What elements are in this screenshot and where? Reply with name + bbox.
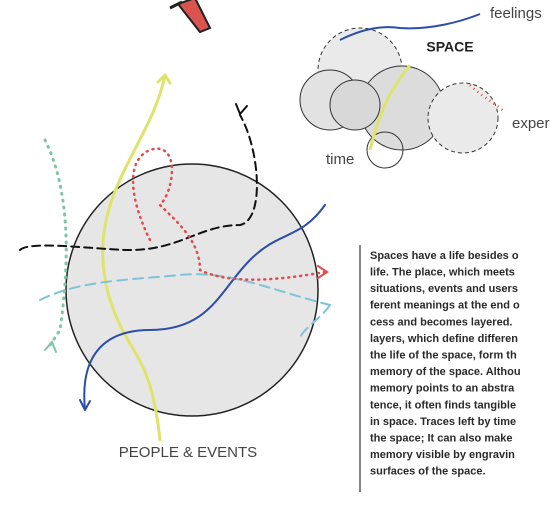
- paragraph-line: life. The place, which meets: [370, 267, 515, 279]
- page: PEOPLE & EVENTS feelings SPACE exper tim…: [0, 0, 559, 506]
- paragraph-line: ferent meanings at the end o: [370, 300, 520, 312]
- space-diagram: [300, 14, 505, 168]
- paragraph-line: memory of the space. Althou: [370, 366, 521, 378]
- pen-icon: [170, 0, 210, 32]
- time-label: time: [326, 151, 354, 168]
- people-events-label: PEOPLE & EVENTS: [119, 444, 257, 461]
- paragraph-line: memory visible by engravin: [370, 449, 515, 461]
- paragraph-line: surfaces of the space.: [370, 466, 486, 478]
- paragraph-line: the space; It can also make: [370, 433, 512, 445]
- paragraph-line: memory points to an abstra: [370, 383, 515, 395]
- diagram: PEOPLE & EVENTS feelings SPACE exper tim…: [0, 0, 559, 506]
- space-label: SPACE: [426, 39, 473, 55]
- paragraph-line: layers, which define differen: [370, 333, 518, 345]
- paragraph-line: cess and becomes layered.: [370, 316, 512, 328]
- paragraph-line: situations, events and users: [370, 283, 518, 295]
- paragraph-line: the life of the space, form th: [370, 350, 517, 362]
- feelings-label: feelings: [490, 5, 542, 22]
- experience-label: exper: [512, 115, 550, 132]
- people-events-diagram: [20, 75, 330, 440]
- paragraph-line: in space. Traces left by time: [370, 416, 516, 428]
- paragraph-line: tence, it often finds tangible: [370, 399, 516, 411]
- paragraph: Spaces have a life besides o life. The pl…: [370, 250, 521, 478]
- paragraph-line: Spaces have a life besides o: [370, 250, 519, 262]
